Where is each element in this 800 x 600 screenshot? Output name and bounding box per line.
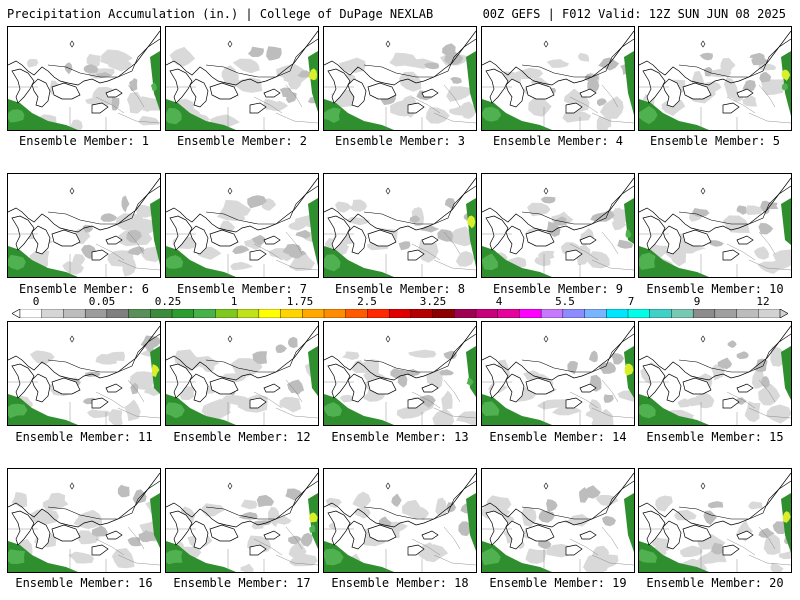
member-caption: Ensemble Member: 15 [646, 430, 784, 444]
member-caption: Ensemble Member: 6 [18, 282, 150, 296]
map-panel [323, 26, 477, 131]
colorbar-tick-label: 3.25 [419, 295, 447, 308]
member-caption: Ensemble Member: 9 [492, 282, 624, 296]
chart-title: Precipitation Accumulation (in.) | Colle… [7, 7, 434, 21]
member-caption: Ensemble Member: 1 [18, 134, 150, 148]
member-caption: Ensemble Member: 17 [173, 576, 311, 590]
colorbar-tick-label: 1.75 [286, 295, 314, 308]
member-caption: Ensemble Member: 4 [492, 134, 624, 148]
member-caption: Ensemble Member: 19 [489, 576, 627, 590]
map-panel [638, 173, 792, 278]
precip-map [482, 30, 634, 130]
precip-map [8, 325, 160, 425]
precip-map [639, 177, 791, 277]
colorbar-tick-label: 0.25 [154, 295, 182, 308]
colorbar-tick-label: 4 [495, 295, 503, 308]
map-panel [481, 26, 635, 131]
precip-map [482, 472, 634, 572]
member-caption: Ensemble Member: 12 [173, 430, 311, 444]
precip-map [166, 325, 318, 425]
precip-map [482, 177, 634, 277]
member-caption: Ensemble Member: 16 [15, 576, 153, 590]
map-panel [638, 468, 792, 573]
member-caption: Ensemble Member: 2 [176, 134, 308, 148]
colorbar-tick-label: 1 [230, 295, 238, 308]
colorbar-tick-label: 7 [627, 295, 635, 308]
map-panel [481, 321, 635, 426]
map-panel [165, 468, 319, 573]
map-panel [323, 173, 477, 278]
map-panel [638, 26, 792, 131]
colorbar-tick-label: 9 [693, 295, 701, 308]
map-panel [323, 468, 477, 573]
map-panel [165, 173, 319, 278]
colorbar-tick-label: 0 [32, 295, 40, 308]
precip-map [639, 325, 791, 425]
member-caption: Ensemble Member: 5 [649, 134, 781, 148]
precip-map [8, 472, 160, 572]
precip-map [324, 30, 476, 130]
member-caption: Ensemble Member: 18 [331, 576, 469, 590]
member-caption: Ensemble Member: 7 [176, 282, 308, 296]
map-panel [481, 468, 635, 573]
map-panel [165, 321, 319, 426]
precip-map [639, 472, 791, 572]
colorbar [12, 309, 788, 318]
map-panel [323, 321, 477, 426]
precip-map [166, 30, 318, 130]
precip-map [166, 177, 318, 277]
map-panel [165, 26, 319, 131]
colorbar-graphic [12, 309, 788, 318]
map-panel [7, 173, 161, 278]
colorbar-tick-label: 0.05 [88, 295, 116, 308]
precip-map [639, 30, 791, 130]
colorbar-tick-label: 12 [756, 295, 770, 308]
member-caption: Ensemble Member: 14 [489, 430, 627, 444]
precip-map [324, 325, 476, 425]
colorbar-tick-label: 2.5 [357, 295, 377, 308]
member-caption: Ensemble Member: 20 [646, 576, 784, 590]
precip-map [482, 325, 634, 425]
member-caption: Ensemble Member: 10 [646, 282, 784, 296]
map-panel [481, 173, 635, 278]
map-panel [638, 321, 792, 426]
precip-map [324, 472, 476, 572]
colorbar-tick-label: 5.5 [555, 295, 575, 308]
run-info: 00Z GEFS | F012 Valid: 12Z SUN JUN 08 20… [482, 7, 786, 21]
precip-map [324, 177, 476, 277]
precip-map [8, 177, 160, 277]
member-caption: Ensemble Member: 11 [15, 430, 153, 444]
map-panel [7, 321, 161, 426]
map-panel [7, 26, 161, 131]
map-panel [7, 468, 161, 573]
member-caption: Ensemble Member: 3 [334, 134, 466, 148]
precip-map [166, 472, 318, 572]
member-caption: Ensemble Member: 13 [331, 430, 469, 444]
member-caption: Ensemble Member: 8 [334, 282, 466, 296]
precip-map [8, 30, 160, 130]
